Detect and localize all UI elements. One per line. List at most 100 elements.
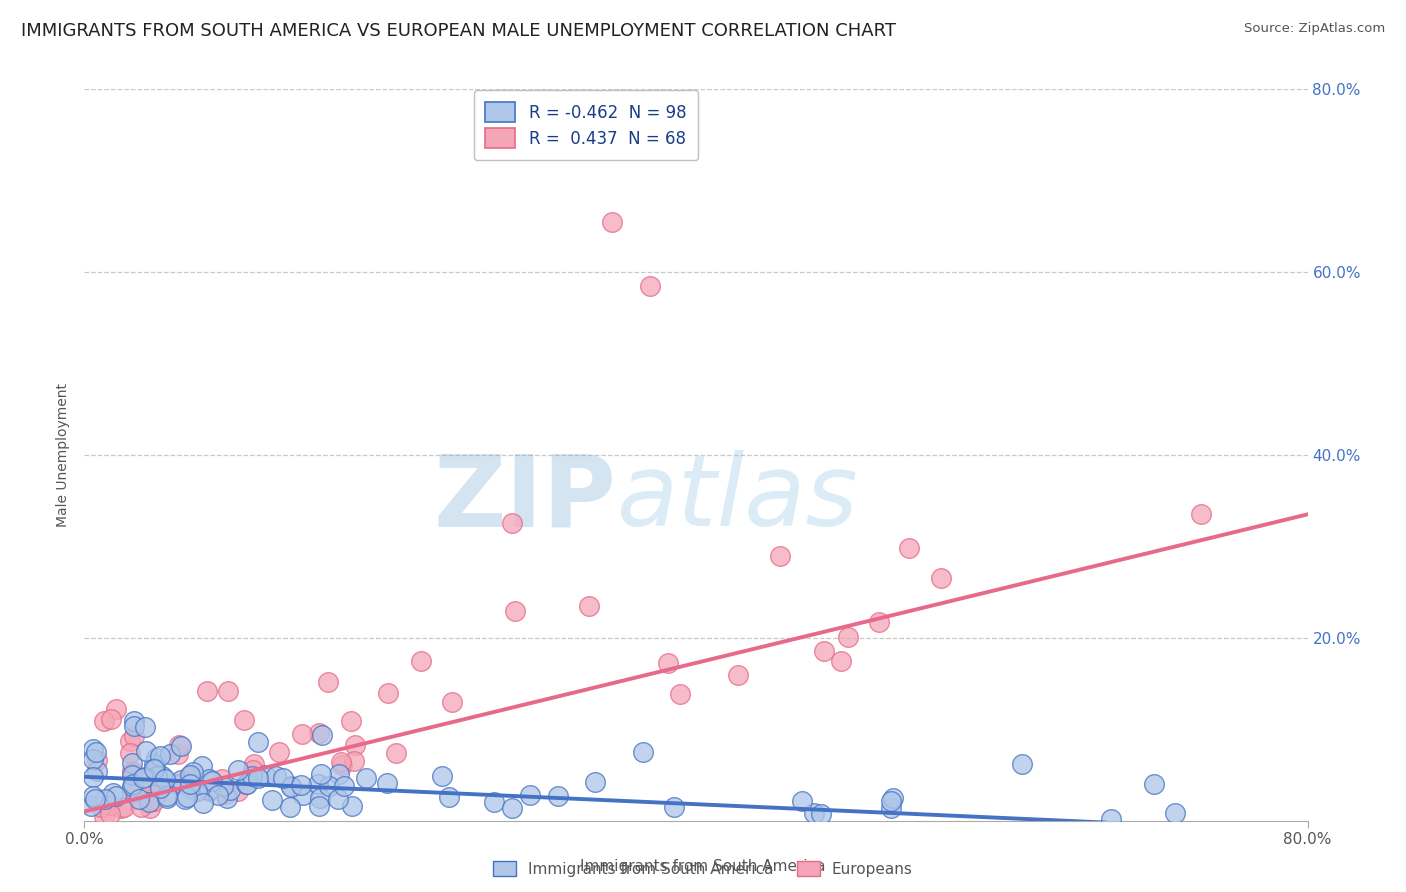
Point	[100, 713, 122, 727]
Point	[84, 792, 107, 806]
Point	[86, 764, 108, 779]
Point	[384, 746, 406, 760]
Point	[233, 713, 256, 727]
Point	[212, 779, 235, 793]
Point	[1143, 777, 1166, 791]
Point	[118, 746, 141, 760]
Point	[235, 777, 257, 791]
Point	[311, 767, 333, 781]
Text: IMMIGRANTS FROM SOUTH AMERICA VS EUROPEAN MALE UNEMPLOYMENT CORRELATION CHART: IMMIGRANTS FROM SOUTH AMERICA VS EUROPEA…	[21, 22, 896, 40]
Point	[166, 747, 188, 762]
Point	[128, 792, 150, 806]
Text: Immigrants from South America: Immigrants from South America	[581, 859, 825, 874]
Point	[170, 776, 193, 790]
Point	[149, 780, 172, 795]
Point	[266, 769, 288, 783]
Point	[138, 795, 160, 809]
Point	[240, 769, 263, 783]
Point	[207, 789, 229, 803]
Point	[191, 796, 214, 810]
Point	[291, 727, 314, 741]
Point	[121, 779, 143, 793]
Point	[503, 604, 526, 618]
Point	[142, 762, 165, 776]
Point	[308, 799, 330, 814]
Point	[271, 771, 294, 785]
Point	[184, 782, 207, 797]
Point	[122, 730, 145, 744]
Point	[186, 783, 208, 797]
Point	[484, 795, 506, 809]
Point	[198, 784, 221, 798]
Point	[93, 791, 115, 805]
Point	[86, 753, 108, 767]
Point	[121, 764, 143, 778]
Point	[600, 215, 623, 229]
Point	[657, 657, 679, 671]
Point	[318, 779, 340, 793]
Point	[82, 742, 104, 756]
Point	[121, 777, 143, 791]
Point	[121, 756, 143, 771]
Point	[110, 801, 132, 815]
Point	[343, 754, 366, 768]
Y-axis label: Male Unemployment: Male Unemployment	[56, 383, 70, 527]
Point	[98, 797, 121, 812]
Point	[112, 800, 135, 814]
Point	[139, 801, 162, 815]
Point	[146, 769, 169, 783]
Point	[145, 787, 167, 801]
Point	[82, 789, 104, 804]
Point	[135, 744, 157, 758]
Point	[242, 763, 264, 777]
Text: ZIP: ZIP	[433, 450, 616, 548]
Point	[292, 788, 315, 802]
Point	[145, 751, 167, 765]
Point	[156, 789, 179, 803]
Point	[309, 791, 332, 805]
Point	[307, 777, 329, 791]
Point	[121, 767, 143, 781]
Point	[316, 675, 339, 690]
Point	[502, 516, 524, 531]
Point	[813, 644, 835, 658]
Point	[122, 714, 145, 729]
Point	[377, 685, 399, 699]
Point	[246, 735, 269, 749]
Point	[803, 806, 825, 821]
Point	[122, 766, 145, 780]
Point	[330, 755, 353, 769]
Point	[170, 772, 193, 787]
Point	[879, 793, 901, 807]
Point	[547, 789, 569, 804]
Point	[84, 745, 107, 759]
Point	[328, 767, 350, 781]
Point	[242, 757, 264, 772]
Text: Source: ZipAtlas.com: Source: ZipAtlas.com	[1244, 22, 1385, 36]
Point	[179, 780, 201, 795]
Point	[215, 788, 238, 802]
Point	[330, 758, 353, 772]
Point	[280, 780, 302, 795]
Point	[280, 779, 302, 793]
Point	[278, 799, 301, 814]
Point	[882, 791, 904, 805]
Point	[669, 687, 692, 701]
Legend: R = -0.462  N = 98, R =  0.437  N = 68: R = -0.462 N = 98, R = 0.437 N = 68	[474, 90, 697, 160]
Point	[235, 777, 257, 791]
Point	[631, 745, 654, 759]
Point	[432, 769, 454, 783]
Point	[290, 778, 312, 792]
Text: atlas: atlas	[616, 450, 858, 548]
Point	[790, 794, 813, 808]
Point	[104, 701, 127, 715]
Point	[120, 734, 142, 748]
Point	[578, 599, 600, 613]
Point	[929, 571, 952, 585]
Point	[217, 684, 239, 698]
Point	[377, 776, 399, 790]
Point	[830, 654, 852, 668]
Point	[134, 770, 156, 784]
Point	[198, 772, 221, 786]
Point	[122, 719, 145, 733]
